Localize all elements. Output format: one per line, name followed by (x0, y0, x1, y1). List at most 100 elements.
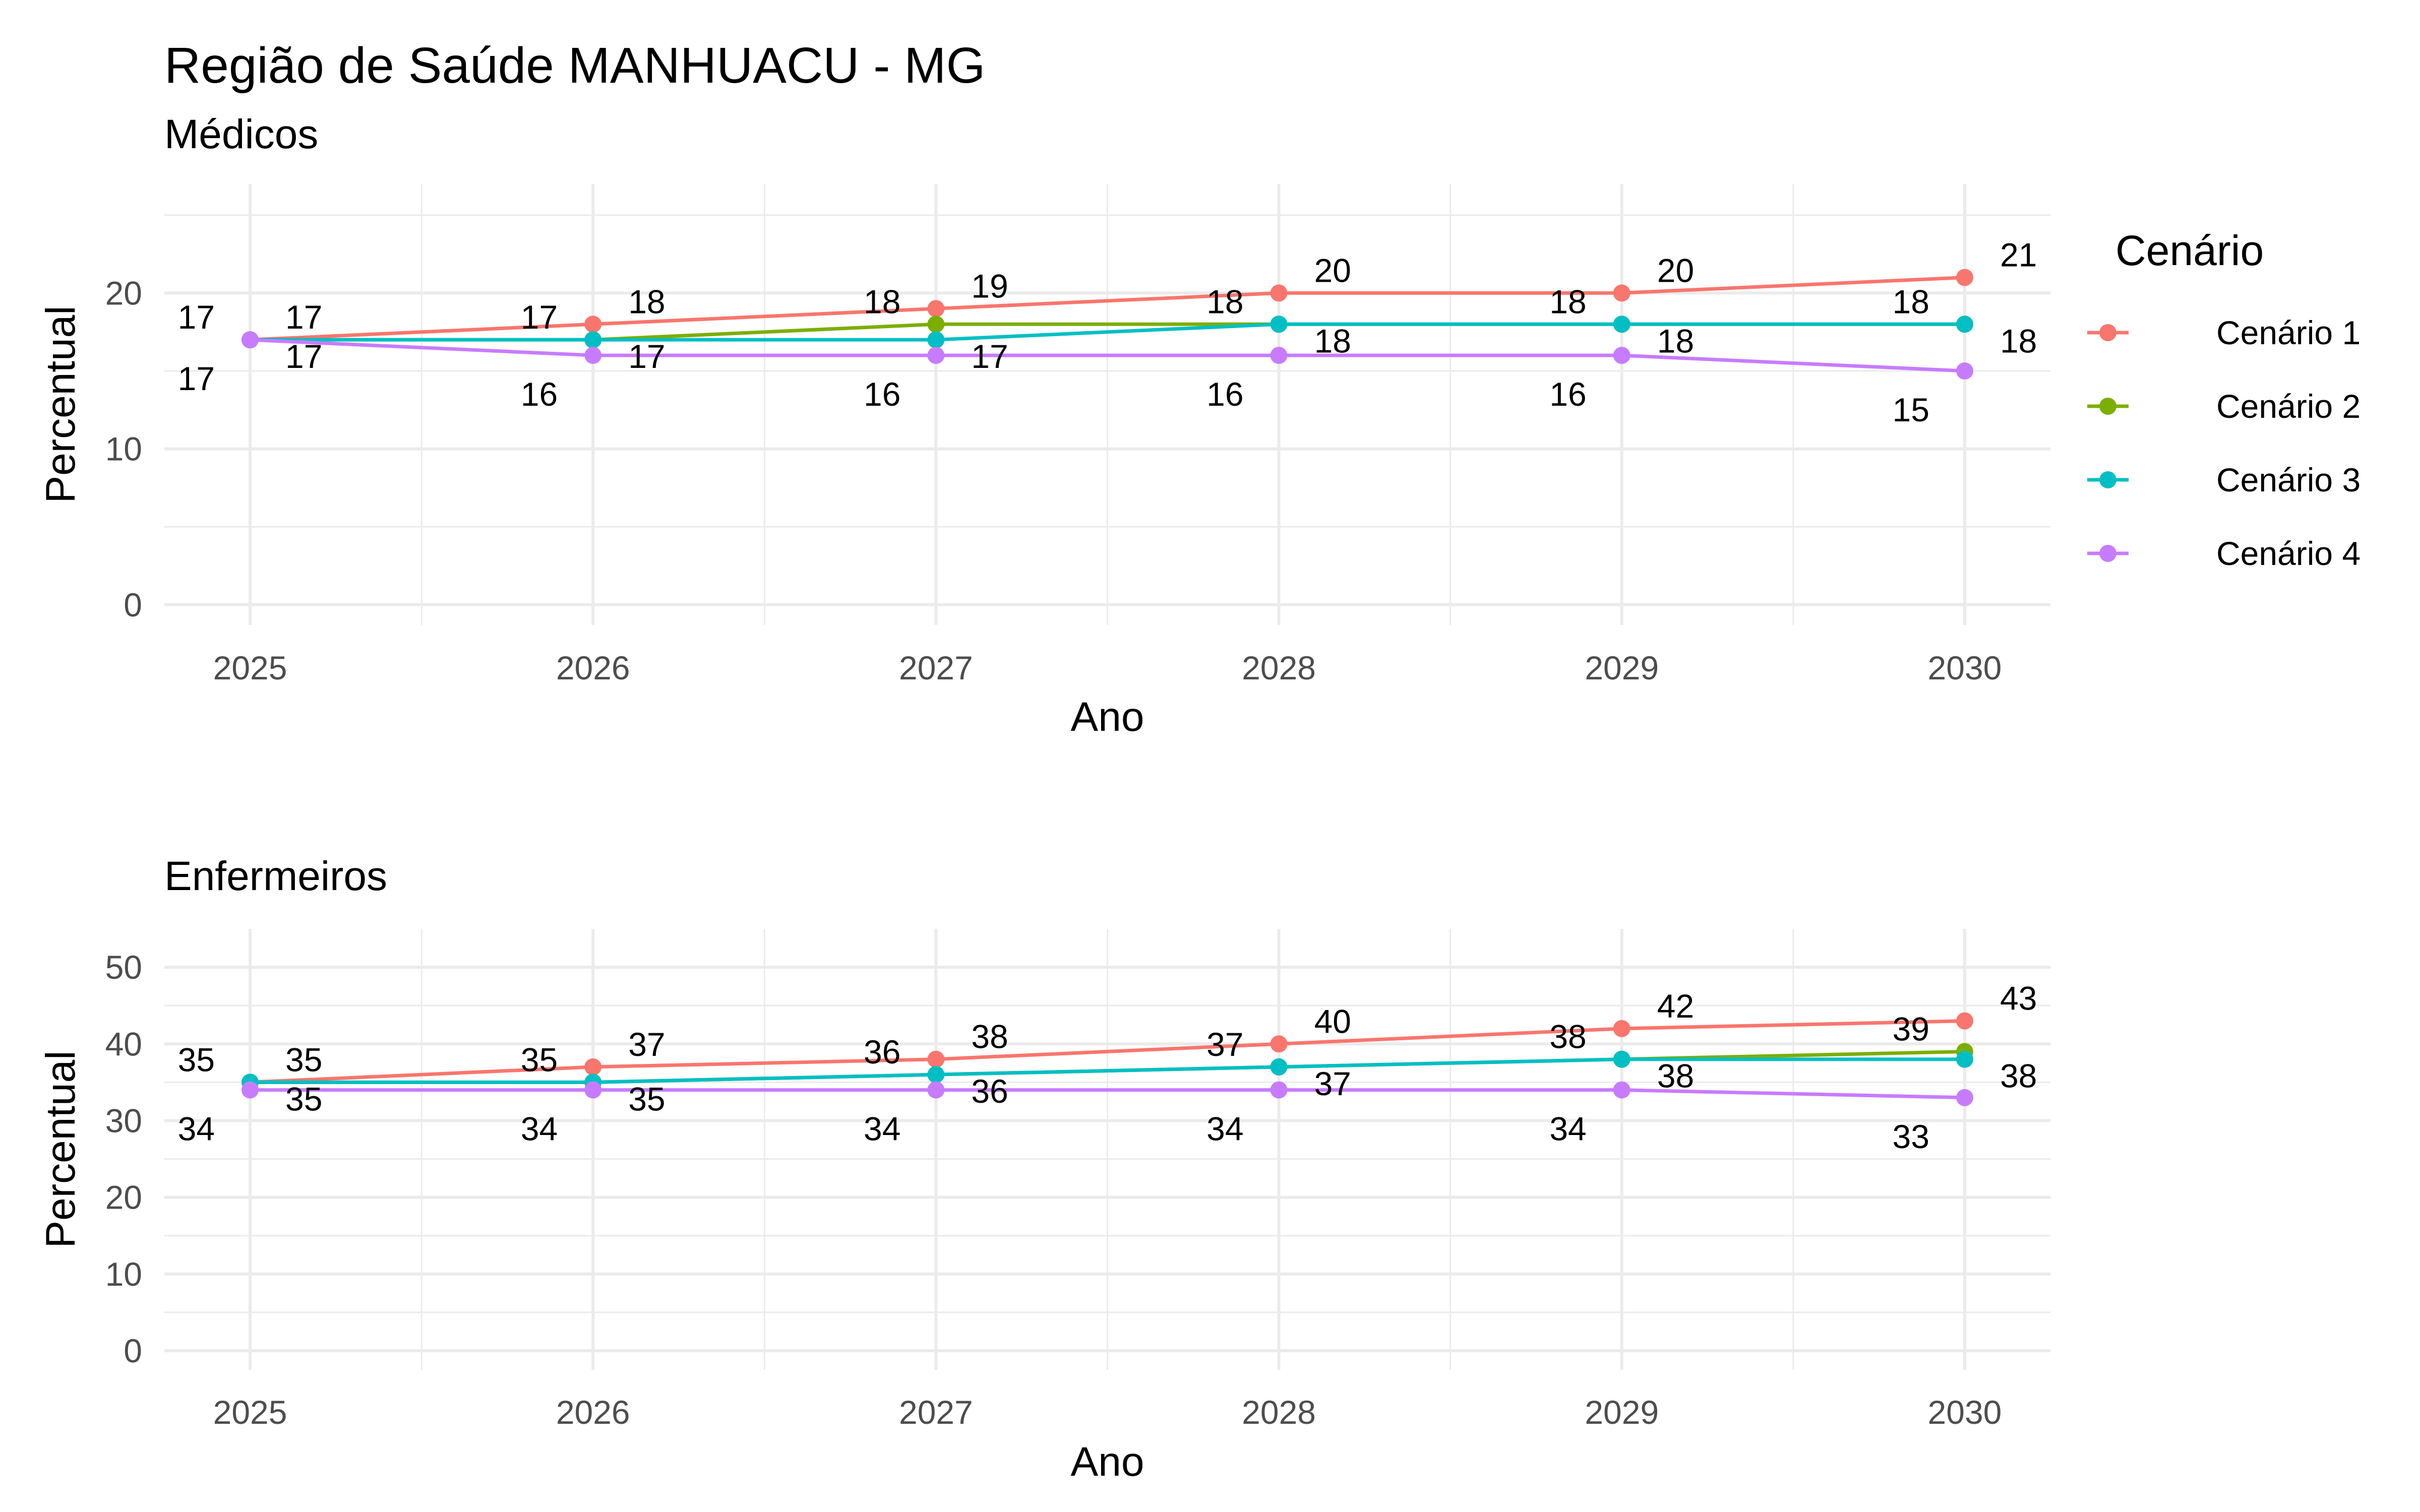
enfermeiros-x-axis-title: Ano (1071, 1439, 1144, 1485)
y-tick-label: 20 (105, 274, 142, 311)
data-label: 17 (628, 338, 665, 375)
x-tick-label: 2027 (899, 649, 973, 686)
series-line (250, 276, 1965, 342)
legend-key-point (2099, 398, 2116, 415)
data-label: 34 (1206, 1110, 1243, 1148)
series-cenario-4 (241, 331, 1973, 380)
data-label: 37 (628, 1026, 665, 1063)
y-tick-label: 10 (105, 1255, 142, 1293)
data-point (1270, 284, 1288, 302)
data-point (241, 1081, 259, 1099)
legend-item-cenario-3: Cenário 3 (2087, 461, 2361, 498)
data-label: 18 (1657, 322, 1694, 359)
medicos-x-axis-title: Ano (1071, 694, 1144, 740)
data-label: 38 (1549, 1018, 1586, 1055)
data-label: 18 (864, 283, 900, 320)
data-label: 37 (1314, 1065, 1351, 1102)
series-line (250, 1088, 1965, 1100)
data-point (927, 316, 945, 333)
data-label: 18 (1206, 283, 1243, 320)
data-point (1956, 362, 1973, 380)
data-label: 18 (628, 283, 665, 320)
chart-title: Região de Saúde MANHUACU - MG (164, 37, 985, 94)
series-cenario-1 (241, 1012, 1973, 1091)
data-point (584, 1058, 602, 1076)
data-label: 17 (971, 338, 1008, 375)
data-point (1270, 1035, 1288, 1053)
data-point (1613, 347, 1630, 364)
data-point (241, 331, 259, 349)
x-tick-label: 2030 (1928, 649, 2002, 686)
legend-title: Cenário (2115, 227, 2264, 274)
data-point (1270, 347, 1288, 364)
data-label: 16 (521, 375, 558, 413)
x-tick-label: 2026 (556, 1394, 630, 1431)
y-tick-label: 0 (124, 586, 142, 623)
data-point (1956, 316, 1973, 333)
data-point (584, 347, 602, 364)
data-label: 18 (1893, 283, 1929, 320)
data-label: 17 (285, 298, 322, 336)
data-point (1270, 316, 1288, 333)
series-line (250, 338, 1965, 373)
data-label: 17 (178, 360, 215, 397)
data-label: 17 (521, 298, 558, 336)
data-point (927, 300, 945, 318)
data-point (1613, 316, 1630, 333)
series-cenario-3 (241, 1050, 1973, 1091)
data-label: 34 (178, 1110, 215, 1148)
medicos-panel: Médicos 0 10 20 2025 2026 2027 2028 2029 2030 Ano P… (38, 111, 2050, 740)
data-point (1613, 1020, 1630, 1037)
data-label: 16 (1206, 375, 1243, 413)
legend: Cenário Cenário 1 Cenário 2 Cenário 3 Cenár… (2087, 227, 2361, 572)
data-label: 18 (1314, 322, 1351, 359)
y-tick-label: 10 (105, 430, 142, 468)
data-label: 20 (1314, 251, 1351, 289)
data-label: 20 (1657, 251, 1694, 289)
enfermeiros-y-axis-title: Percentual (38, 1050, 84, 1248)
medicos-y-axis-title: Percentual (38, 305, 84, 503)
data-label: 35 (285, 1041, 322, 1078)
data-label: 35 (521, 1041, 558, 1078)
data-point (1956, 1012, 1973, 1030)
y-tick-label: 40 (105, 1025, 142, 1062)
series-line (250, 322, 1965, 342)
data-label: 18 (2000, 322, 2037, 359)
x-tick-label: 2025 (213, 1394, 287, 1431)
data-label: 34 (521, 1110, 558, 1148)
enfermeiros-subtitle: Enfermeiros (164, 853, 387, 899)
data-label: 33 (1893, 1118, 1929, 1155)
legend-item-label: Cenário 3 (2216, 461, 2361, 498)
data-label: 42 (1657, 987, 1694, 1025)
data-point (927, 347, 945, 364)
data-point (1613, 284, 1630, 302)
y-tick-label: 50 (105, 949, 142, 986)
data-label: 17 (285, 338, 322, 375)
x-tick-label: 2026 (556, 649, 630, 686)
enfermeiros-grid (164, 929, 2050, 1370)
legend-item-label: Cenário 2 (2216, 388, 2361, 425)
data-point (584, 1081, 602, 1099)
x-tick-label: 2028 (1242, 1394, 1316, 1431)
data-point (1956, 1089, 1973, 1106)
data-point (1270, 1081, 1288, 1099)
x-tick-label: 2030 (1928, 1394, 2002, 1431)
data-label: 38 (1657, 1057, 1694, 1095)
x-tick-label: 2028 (1242, 649, 1316, 686)
data-label: 38 (2000, 1057, 2037, 1095)
data-label: 15 (1893, 391, 1929, 428)
data-label: 38 (971, 1018, 1008, 1055)
data-label: 36 (864, 1033, 900, 1070)
data-point (1956, 1050, 1973, 1068)
legend-item-cenario-1: Cenário 1 (2087, 314, 2361, 351)
data-label: 43 (2000, 980, 2037, 1017)
data-label: 18 (1549, 283, 1586, 320)
data-point (927, 331, 945, 349)
legend-item-cenario-4: Cenário 4 (2087, 535, 2361, 572)
data-point (1613, 1050, 1630, 1068)
series-cenario-4 (241, 1081, 1973, 1106)
legend-item-cenario-2: Cenário 2 (2087, 388, 2361, 425)
